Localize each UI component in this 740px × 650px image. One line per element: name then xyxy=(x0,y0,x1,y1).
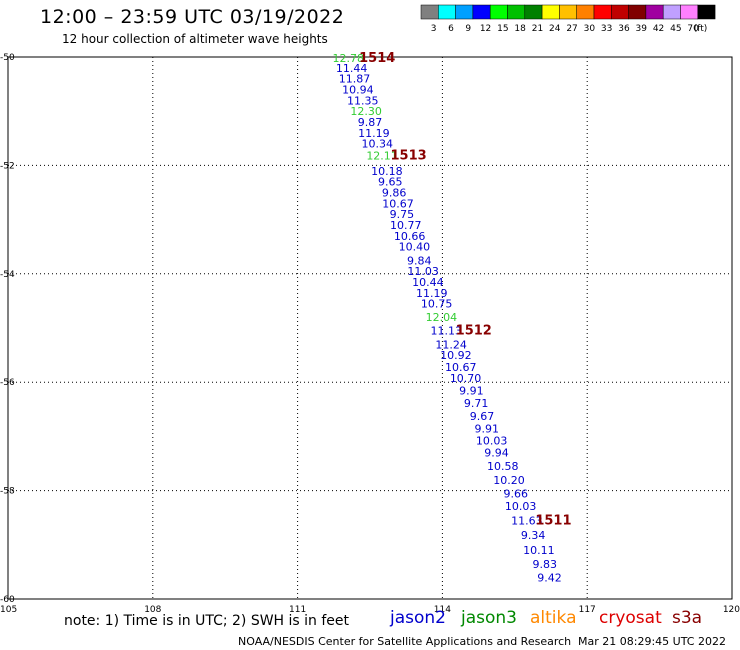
x-tick-label: 111 xyxy=(289,605,306,615)
y-tick-label: -56 xyxy=(0,378,15,388)
grid-lines xyxy=(8,57,732,599)
pass-number-label: 1512 xyxy=(456,324,492,339)
y-tick-label: -58 xyxy=(0,487,15,497)
wave-height-label: 10.70 xyxy=(450,372,482,385)
legend-label: 15 xyxy=(497,24,508,34)
footer-credit: NOAA/NESDIS Center for Satellite Applica… xyxy=(238,635,572,648)
wave-height-label: 9.42 xyxy=(537,571,562,584)
legend-label: 24 xyxy=(549,24,561,34)
wave-height-label: 11.24 xyxy=(435,338,467,351)
legend-label: 33 xyxy=(601,24,612,34)
wave-height-label: 12.11 xyxy=(366,150,398,163)
x-tick-label: 105 xyxy=(0,605,17,615)
chart-title: 12:00 – 23:59 UTC 03/19/2022 xyxy=(40,6,345,28)
wave-height-label: 10.67 xyxy=(445,361,477,374)
wave-height-label: 10.03 xyxy=(505,500,537,513)
wave-height-label: 11.44 xyxy=(336,62,368,75)
wave-height-label: 9.71 xyxy=(464,397,489,410)
footer-note: note: 1) Time is in UTC; 2) SWH is in fe… xyxy=(64,613,350,629)
y-tick-label: -60 xyxy=(0,595,15,605)
wave-height-label: 9.91 xyxy=(459,384,484,397)
wave-height-label: 11.87 xyxy=(339,73,371,86)
x-tick-label: 114 xyxy=(434,605,451,615)
wave-height-label: 10.75 xyxy=(421,298,453,311)
wave-height-label: 9.83 xyxy=(532,558,557,571)
chart-subtitle: 12 hour collection of altimeter wave hei… xyxy=(62,32,328,46)
wave-height-label: 12.04 xyxy=(426,311,458,324)
wave-height-label: 10.94 xyxy=(342,84,374,97)
legend-label: 18 xyxy=(514,24,526,34)
wave-height-label: 10.40 xyxy=(399,241,431,254)
color-scale-legend: 3 6 9 12 15 18 21 24 27 30 33 36 39 42 45 70(ft) xyxy=(420,4,716,34)
wave-height-label: 10.66 xyxy=(394,230,426,243)
legend-label: 6 xyxy=(448,24,454,34)
legend-label: 30 xyxy=(584,24,596,34)
wave-height-label: 9.75 xyxy=(390,208,415,221)
data-points: 12.7811.4411.8710.9411.3512.309.8711.191… xyxy=(333,52,562,584)
wave-height-label: 12.30 xyxy=(350,105,382,118)
legend-label: 3 xyxy=(431,24,437,34)
wave-height-label: 9.34 xyxy=(521,529,546,542)
wave-height-label: 10.77 xyxy=(390,219,422,232)
x-tick-label: 120 xyxy=(723,605,740,615)
wave-height-label: 12.78 xyxy=(333,52,365,65)
wave-height-label: 10.18 xyxy=(371,165,403,178)
legend-label: 9 xyxy=(465,24,471,34)
wave-height-label: 11.35 xyxy=(347,94,379,107)
wave-height-label: 11.63 xyxy=(511,514,543,527)
satellite-jason2: jason2 xyxy=(390,608,446,628)
wave-height-label: 10.11 xyxy=(523,544,555,557)
legend-label: 36 xyxy=(618,24,630,34)
wave-height-label: 11.13 xyxy=(431,325,463,338)
wave-height-label: 10.20 xyxy=(493,474,525,487)
wave-height-label: 9.91 xyxy=(475,422,500,435)
y-tick-label: -50 xyxy=(0,53,15,63)
wave-height-label: 9.66 xyxy=(504,487,529,500)
wave-height-label: 11.19 xyxy=(358,127,390,140)
wave-height-label: 9.86 xyxy=(382,187,407,200)
wave-height-label: 11.03 xyxy=(407,265,439,278)
axis-ticks: 105 108 111 114 117 120 -50 -52 -54 -56 -58 -60 xyxy=(0,53,740,615)
satellite-altika: altika xyxy=(530,608,577,628)
wave-height-label: 10.92 xyxy=(440,349,472,362)
wave-height-label: 10.03 xyxy=(476,435,508,448)
pass-number-label: 1511 xyxy=(535,513,571,528)
wave-height-label: 10.34 xyxy=(361,138,393,151)
wave-height-label: 9.94 xyxy=(484,447,509,460)
legend-label: 27 xyxy=(566,24,577,34)
wave-height-label: 9.67 xyxy=(470,410,495,423)
legend-label: 39 xyxy=(636,24,648,34)
satellite-s3a: s3a xyxy=(672,608,703,628)
pass-number-label: 1514 xyxy=(359,51,395,66)
pass-number-label: 1513 xyxy=(391,149,427,164)
legend-label: 21 xyxy=(532,24,543,34)
legend-label: 42 xyxy=(653,24,664,34)
satellite-cryosat: cryosat xyxy=(599,608,662,628)
wave-height-label: 11.19 xyxy=(416,287,448,300)
wave-height-label: 9.65 xyxy=(378,176,403,189)
pass-labels: 1514 1513 1512 1511 xyxy=(359,51,571,528)
x-tick-label: 117 xyxy=(579,605,596,615)
y-tick-label: -52 xyxy=(0,161,15,171)
y-tick-label: -54 xyxy=(0,270,15,280)
legend-label: 12 xyxy=(480,24,491,34)
footer-timestamp: Mar 21 08:29:45 UTC 2022 xyxy=(578,635,726,648)
legend-swatch xyxy=(697,4,716,20)
plot-frame xyxy=(7,56,733,600)
wave-height-label: 10.67 xyxy=(382,197,414,210)
wave-height-label: 9.87 xyxy=(358,116,383,129)
wave-height-label: 9.84 xyxy=(407,254,432,267)
satellite-jason3: jason3 xyxy=(461,608,517,628)
legend-label: 45 xyxy=(670,24,681,34)
legend-label: (ft) xyxy=(694,24,708,34)
wave-height-label: 10.44 xyxy=(412,276,444,289)
legend-label: 70 xyxy=(687,24,699,34)
x-tick-label: 108 xyxy=(144,605,161,615)
wave-height-label: 10.58 xyxy=(487,460,519,473)
